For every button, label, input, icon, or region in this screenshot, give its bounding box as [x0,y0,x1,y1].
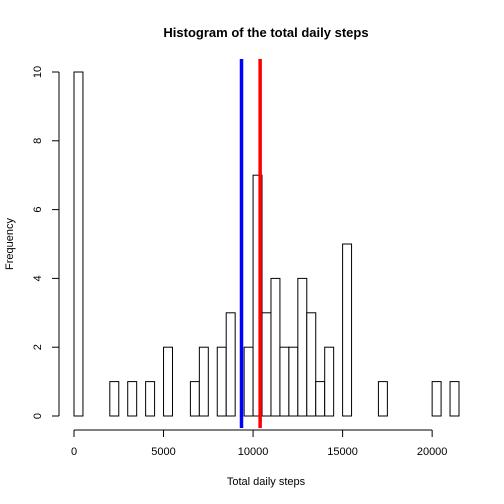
histogram-bar-18 [324,346,335,417]
histogram-bar-0 [73,71,84,417]
y-axis-label: Frequency [4,218,16,270]
histogram-bar-20 [377,381,388,417]
bars-group [73,71,460,417]
x-axis-label: Total daily steps [227,476,306,488]
histogram-bar-12 [270,277,281,417]
histogram-bar-17 [315,381,326,417]
histogram-bar-7 [216,346,227,417]
x-axis: 0 5000 10000 15000 20000 [71,429,448,458]
histogram-bar-6 [198,346,209,417]
y-tick-label: 10 [32,66,44,78]
y-tick-label: 0 [32,413,44,419]
histogram-bar-8 [225,312,236,417]
histogram-bar-13 [279,346,290,417]
histogram-bar-14 [288,346,299,417]
x-tick-label: 20000 [417,446,448,458]
x-tick-label: 10000 [238,446,269,458]
histogram-bar-2 [127,381,138,417]
reference-lines-group [239,59,262,428]
y-tick-label: 2 [32,344,44,350]
y-tick-label: 6 [32,207,44,213]
histogram-bar-15 [297,277,308,417]
histogram-bar-22 [449,381,460,417]
y-tick-label: 4 [32,275,44,281]
histogram-bar-3 [145,381,156,417]
histogram-bar-1 [109,381,120,417]
histogram-bar-11 [261,312,272,417]
x-tick-label: 0 [71,446,77,458]
y-tick-label: 8 [32,138,44,144]
histogram-bar-10 [252,174,263,417]
x-tick-label: 15000 [327,446,358,458]
chart-title: Histogram of the total daily steps [163,25,368,40]
histogram-bar-9 [243,346,254,417]
histogram-bar-16 [306,312,317,417]
histogram-bar-5 [189,381,200,417]
x-tick-label: 5000 [151,446,175,458]
y-axis: 0 2 4 6 8 10 [32,66,60,419]
histogram-bar-19 [342,243,353,417]
histogram-bar-4 [163,346,173,417]
histogram-bar-21 [431,381,442,417]
